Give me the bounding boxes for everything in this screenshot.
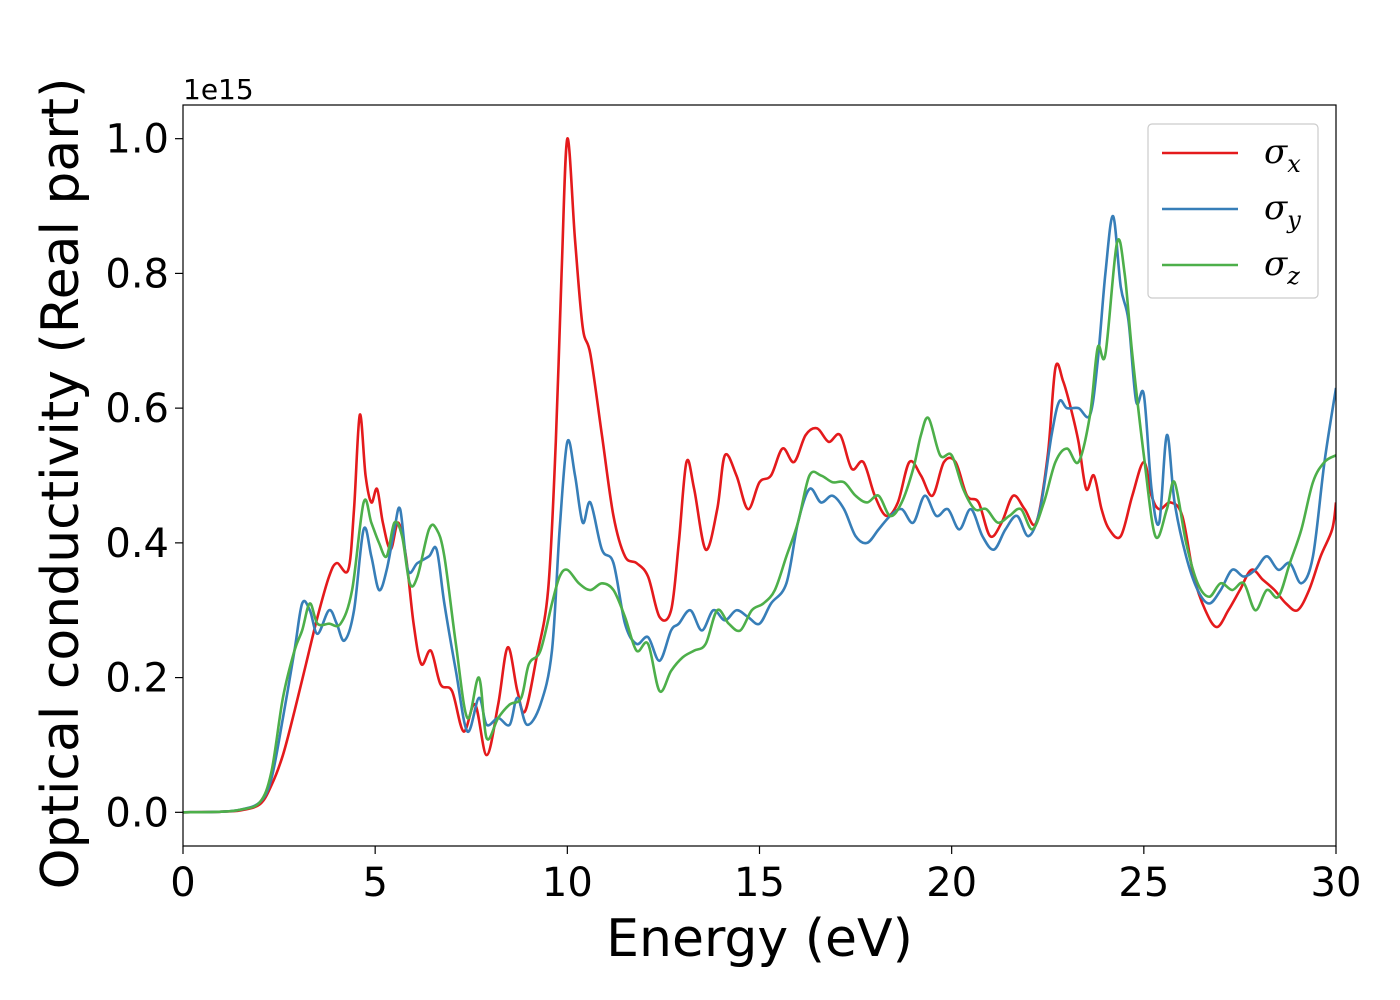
legend: σx σy σz: [1147, 123, 1319, 299]
y-tick-label: 0.6: [105, 386, 169, 432]
x-tick-label: 30: [1311, 860, 1362, 906]
y-tick-label: 0.2: [105, 656, 169, 702]
y-tick-label: 0.4: [105, 521, 169, 567]
x-tick-label: 20: [926, 860, 977, 906]
legend-label-x: σx: [1264, 132, 1301, 178]
ticks-layer: 0 5 10 15 20 25 30 0.0 0.2 0.4 0.6 0.8 1.0: [105, 117, 1361, 906]
series-line-z: [183, 238, 1336, 814]
y-tick-label: 1.0: [105, 117, 169, 163]
series-line-y: [183, 214, 1336, 814]
legend-box: [1147, 123, 1319, 299]
y-axis-label: Optical conductivity (Real part): [31, 78, 91, 890]
legend-label-y: σy: [1264, 188, 1301, 234]
legend-label-z: σz: [1264, 244, 1300, 290]
x-tick-label: 25: [1118, 860, 1169, 906]
x-axis-label: Energy (eV): [606, 909, 913, 969]
series-layer: [183, 137, 1336, 814]
y-tick-label: 0.8: [105, 251, 169, 297]
y-offset-text: 1e15: [183, 73, 254, 106]
x-tick-label: 0: [170, 860, 195, 906]
x-tick-label: 10: [542, 860, 593, 906]
y-tick-label: 0.0: [105, 790, 169, 836]
x-tick-label: 5: [362, 860, 387, 906]
x-tick-label: 15: [734, 860, 785, 906]
